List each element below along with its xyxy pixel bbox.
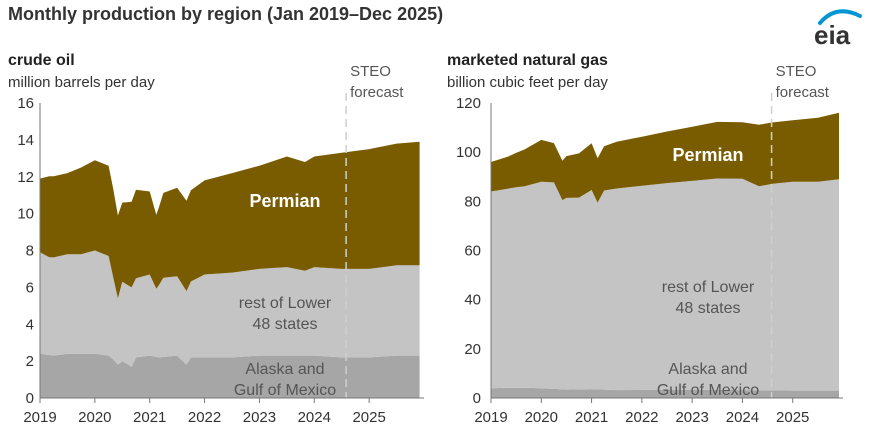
gas-y-tick-label: 100 [456, 144, 481, 161]
gas-y-tick-label: 120 [456, 95, 481, 112]
gas-x-tick-label: 2020 [525, 409, 558, 426]
oil-area-permian [40, 141, 420, 299]
gas-area-rest-of-lower-48-states [491, 178, 839, 391]
oil-y-tick-label: 2 [26, 353, 34, 370]
page-title: Monthly production by region (Jan 2019–D… [8, 4, 444, 24]
oil-forecast-label: forecast [350, 84, 404, 101]
gas-x-tick-label: 2021 [575, 409, 608, 426]
logo-swoosh-icon [818, 9, 862, 25]
gas-y-tick-label: 0 [473, 390, 481, 407]
gas-y-tick-label: 60 [464, 243, 481, 260]
oil-y-tick-label: 10 [17, 206, 34, 223]
oil-x-tick-label: 2025 [352, 409, 385, 426]
gas-chart: STEO forecast 0 20 40 60 80 100 120 2019 2020 2021 2… [456, 63, 843, 426]
gas-panel-title: marketed natural gas [447, 52, 608, 69]
oil-x-tick-label: 2023 [243, 409, 276, 426]
oil-area-alaska-and-gulf-of-mexico [40, 353, 420, 398]
logo-text: eia [814, 20, 851, 50]
eia-logo: eia [814, 9, 862, 50]
gas-x-tick-label: 2025 [776, 409, 809, 426]
oil-series-label: Alaska and [245, 361, 324, 378]
gas-x-tick-label: 2019 [474, 409, 507, 426]
oil-chart: STEO forecast 0 2 4 6 8 10 12 14 16 2019 2020 2021 202… [17, 63, 424, 426]
oil-area-rest-of-lower-48-states [40, 250, 420, 367]
gas-series-label: Permian [672, 145, 743, 165]
gas-forecast-label: forecast [776, 84, 830, 101]
oil-series-label: Permian [249, 191, 320, 211]
gas-series-label: Alaska and [668, 361, 747, 378]
oil-x-tick-label: 2021 [133, 409, 166, 426]
gas-y-tick-label: 20 [464, 341, 481, 358]
gas-series-label: 48 states [676, 300, 741, 317]
oil-series-label: rest of Lower [239, 295, 332, 312]
gas-x-tick-label: 2024 [726, 409, 759, 426]
oil-y-tick-label: 12 [17, 169, 34, 186]
oil-panel-title: crude oil [8, 52, 75, 69]
gas-area-alaska-and-gulf-of-mexico [491, 387, 839, 398]
oil-panel-unit: million barrels per day [8, 74, 155, 91]
oil-y-tick-label: 0 [26, 390, 34, 407]
gas-forecast-label: STEO [776, 63, 817, 80]
oil-y-tick-label: 14 [17, 132, 34, 149]
gas-y-tick-label: 80 [464, 193, 481, 210]
oil-series-label: Gulf of Mexico [234, 382, 336, 399]
gas-panel-unit: billion cubic feet per day [447, 74, 608, 91]
gas-area-permian [491, 112, 839, 203]
oil-series-label: 48 states [253, 316, 318, 333]
gas-series-label: rest of Lower [662, 279, 755, 296]
gas-y-tick-label: 40 [464, 292, 481, 309]
oil-y-tick-label: 6 [26, 279, 34, 296]
gas-x-tick-label: 2022 [625, 409, 658, 426]
gas-x-tick-label: 2023 [675, 409, 708, 426]
oil-x-tick-label: 2020 [78, 409, 111, 426]
oil-y-tick-label: 8 [26, 243, 34, 260]
oil-forecast-label: STEO [350, 63, 391, 80]
oil-x-tick-label: 2019 [23, 409, 56, 426]
oil-x-tick-label: 2024 [298, 409, 331, 426]
oil-y-tick-label: 4 [26, 316, 34, 333]
oil-x-tick-label: 2022 [188, 409, 221, 426]
oil-y-tick-label: 16 [17, 95, 34, 112]
gas-series-label: Gulf of Mexico [657, 382, 759, 399]
